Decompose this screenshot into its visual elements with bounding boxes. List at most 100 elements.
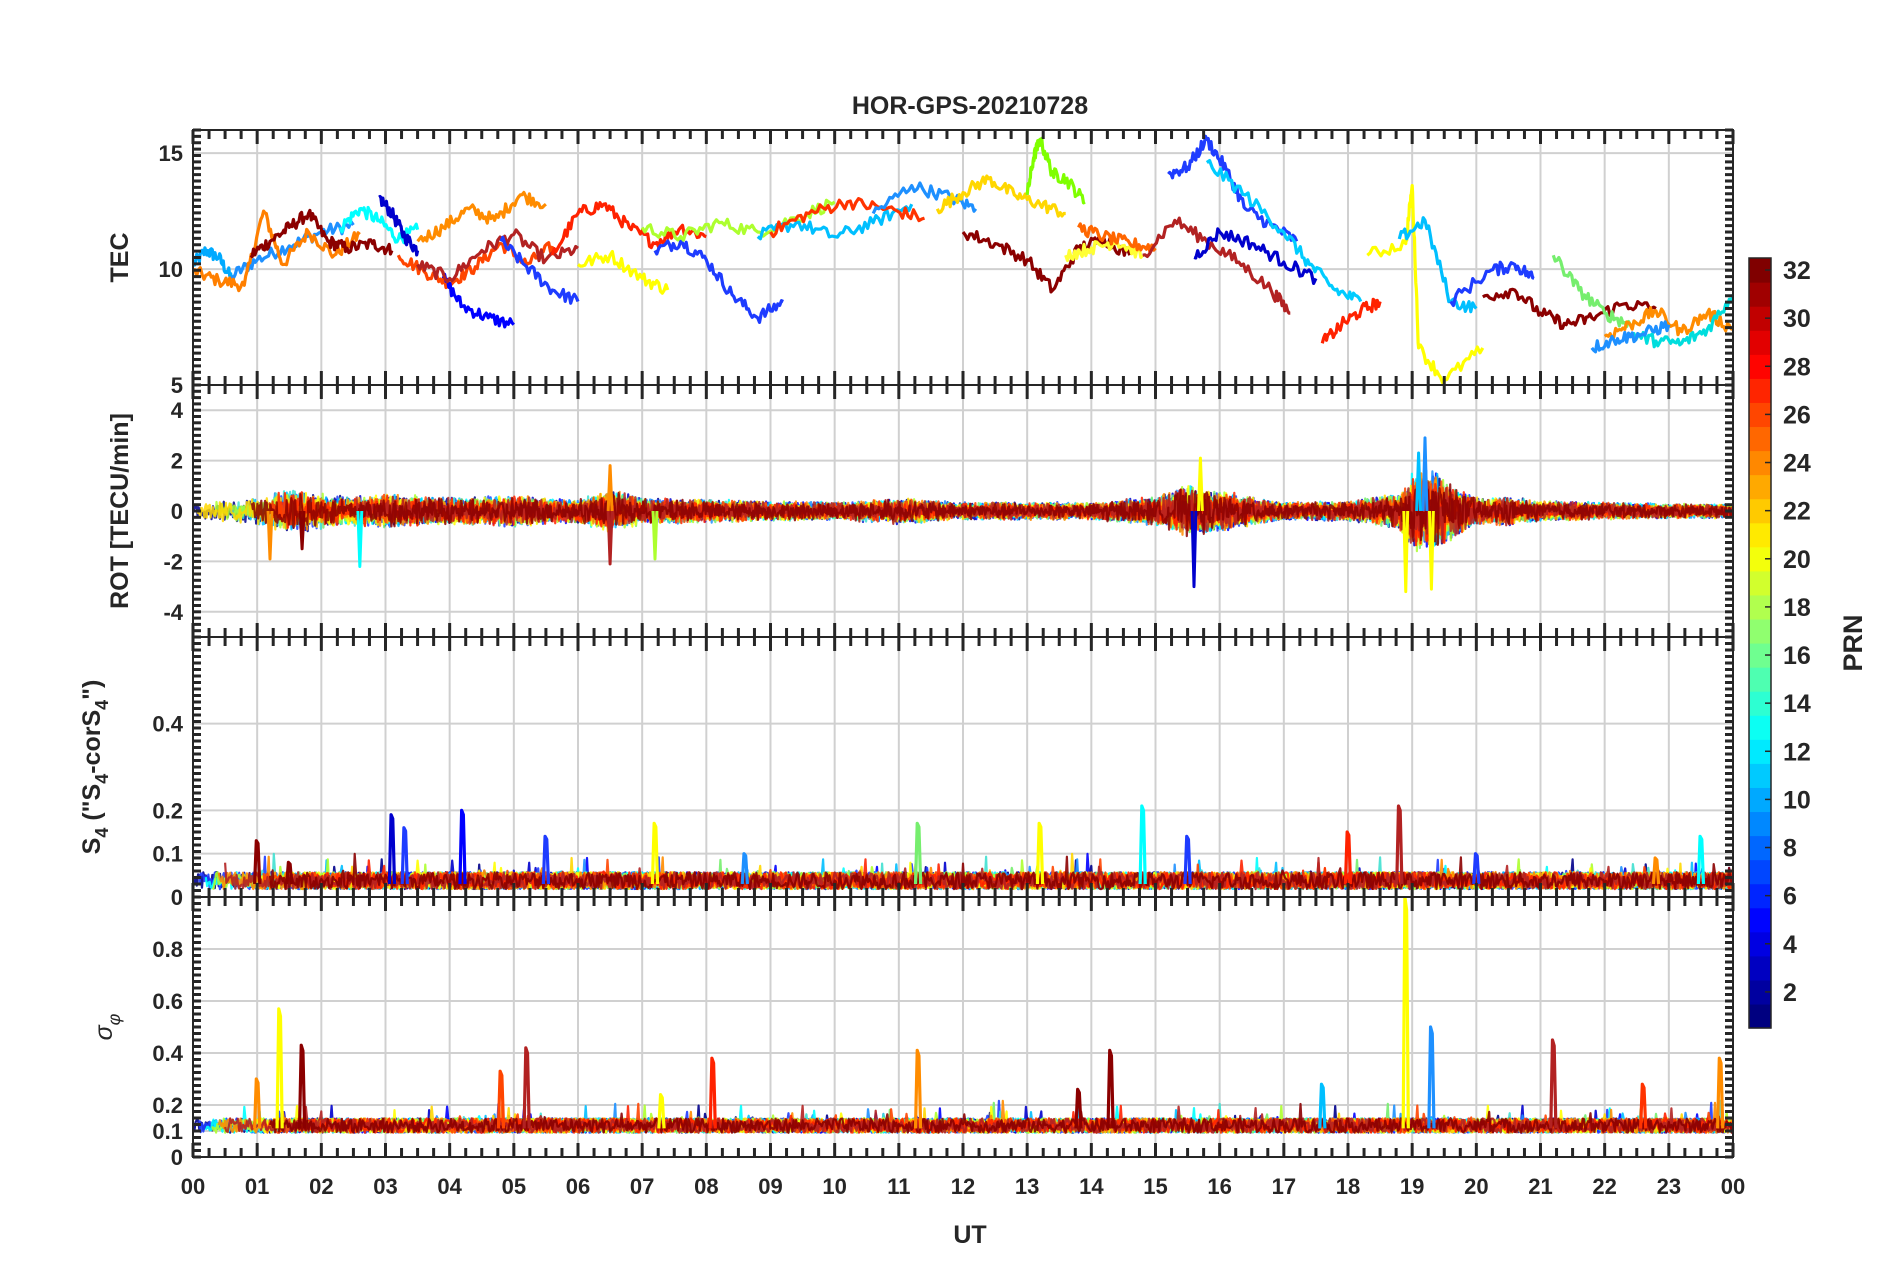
colorbar-tick-label: 26	[1783, 401, 1811, 429]
series-group	[193, 897, 1733, 1134]
y-tick-label: 0.4	[152, 1041, 183, 1066]
x-tick-label: 19	[1400, 1174, 1424, 1199]
colorbar-tick-label: 20	[1783, 546, 1811, 574]
grid	[192, 130, 1734, 386]
colorbar-segment	[1749, 667, 1771, 692]
colorbar-tick-label: 16	[1783, 642, 1811, 670]
spike	[1639, 1082, 1648, 1129]
colorbar-segment	[1749, 811, 1771, 837]
y-tick-label: 0.2	[152, 798, 183, 823]
colorbar-tick-label: 24	[1783, 450, 1811, 478]
colorbar-tick-label: 12	[1783, 738, 1811, 766]
rot-peak	[606, 464, 614, 512]
tec-series	[1397, 216, 1478, 314]
y-axis-label: TEC	[106, 233, 134, 283]
tec-series	[499, 235, 580, 305]
y-tick-label: -4	[163, 600, 183, 625]
x-tick-label: 06	[566, 1174, 590, 1199]
spike	[400, 826, 409, 885]
rot-peak	[606, 510, 614, 566]
colorbar-segment	[1749, 498, 1771, 524]
spike	[1138, 804, 1147, 885]
rot-peak	[266, 510, 274, 561]
spike	[1106, 1048, 1115, 1129]
colorbar-segment	[1749, 282, 1771, 307]
y-tick-label: 4	[171, 398, 184, 423]
colorbar-tick-label: 4	[1783, 931, 1797, 959]
tec-series	[1193, 227, 1318, 285]
x-tick-label: 03	[373, 1174, 397, 1199]
x-tick-label: 01	[245, 1174, 269, 1199]
tec-series	[416, 228, 579, 284]
series-line	[268, 1102, 1733, 1134]
spike	[1035, 821, 1045, 885]
tec-series	[1551, 254, 1632, 329]
rot-peak	[1421, 436, 1429, 512]
colorbar-tick-label: 30	[1783, 305, 1811, 333]
grid	[192, 637, 1734, 898]
colorbar-segment	[1749, 715, 1771, 740]
colorbar-segment	[1749, 859, 1771, 885]
colorbar-segment	[1749, 763, 1771, 788]
y-tick-label: 0.1	[152, 1119, 183, 1144]
x-tick-label: 18	[1336, 1174, 1360, 1199]
colorbar-segment	[1749, 955, 1771, 981]
colorbar-segment	[1749, 787, 1771, 813]
x-tick-label: 13	[1015, 1174, 1039, 1199]
spike	[1318, 1082, 1327, 1129]
x-axis-label: UT	[953, 1221, 986, 1249]
series-group	[193, 134, 1733, 384]
tec-series	[935, 174, 1066, 218]
colorbar-segment	[1749, 402, 1771, 428]
tec-series	[193, 209, 361, 293]
x-tick-label: 02	[309, 1174, 333, 1199]
x-tick-label: 14	[1079, 1174, 1104, 1199]
spike	[657, 1093, 666, 1129]
y-tick-label: 0	[171, 885, 183, 910]
rot-peak	[1402, 510, 1410, 594]
panel-s4: 0 0.1 0.2 0.4 S4​ ("S4​-corS4​")	[78, 635, 1735, 910]
colorbar-tick-label: 2	[1783, 979, 1797, 1007]
colorbar-segment	[1749, 354, 1771, 379]
colorbar-segment	[1749, 931, 1771, 957]
y-axis-label: σφ	[90, 1013, 124, 1040]
rot-peak	[651, 510, 659, 561]
rot-peak	[1196, 456, 1204, 512]
tec-series	[1142, 216, 1291, 315]
x-tick-label: 15	[1143, 1174, 1167, 1199]
y-tick-label: 15	[159, 141, 183, 166]
x-tick-label: 16	[1207, 1174, 1231, 1199]
panel-rot: -4 -2 0 2 4 ROT [TECU/min]	[106, 383, 1735, 639]
x-tick-label: 00	[1721, 1174, 1745, 1199]
tec-series	[961, 230, 1132, 294]
x-tick-label: 08	[694, 1174, 718, 1199]
spike	[1401, 897, 1410, 1129]
tec-series	[249, 208, 394, 259]
tick-marks	[191, 895, 1735, 1159]
colorbar-segment	[1749, 979, 1771, 1005]
y-tick-label: 0.2	[152, 1093, 183, 1118]
colorbar-segment	[1749, 594, 1771, 620]
spike	[708, 1056, 717, 1129]
tick-marks	[191, 128, 1735, 387]
rot-peak	[356, 510, 364, 568]
colorbar-tick-label: 14	[1783, 690, 1811, 718]
colorbar-tick-label: 8	[1783, 835, 1797, 863]
x-tick-label: 00	[181, 1174, 205, 1199]
tec-series	[1590, 320, 1671, 354]
colorbar-segment	[1749, 618, 1771, 644]
tec-series	[1482, 287, 1657, 330]
colorbar-segment	[1749, 450, 1771, 476]
rot-peak	[1190, 510, 1198, 589]
x-tick-label: 12	[951, 1174, 975, 1199]
y-tick-label: 0.6	[152, 989, 183, 1014]
spike	[740, 852, 749, 885]
series-line	[268, 852, 1733, 891]
tec-series	[871, 181, 978, 215]
tec-series	[550, 201, 707, 256]
panel-tec: 5 10 15 TEC	[106, 128, 1735, 398]
tec-series	[769, 197, 926, 239]
